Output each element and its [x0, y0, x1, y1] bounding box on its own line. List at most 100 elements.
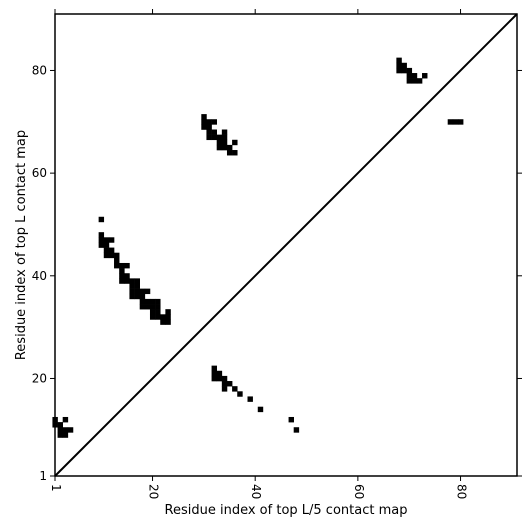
upper-contact-cell [155, 314, 161, 320]
upper-contact-cell [206, 119, 212, 125]
lower-contact-cell [57, 432, 63, 438]
upper-contact-cell [139, 293, 146, 300]
lower-contact-cell [211, 370, 217, 377]
upper-contact-cell [108, 252, 115, 259]
upper-contact-cell [206, 124, 212, 130]
upper-contact-cell [124, 262, 130, 269]
upper-contact-cell [144, 298, 151, 305]
upper-contact-cell [139, 288, 146, 295]
lower-contact-cell [226, 381, 233, 387]
upper-contact-cell [139, 304, 146, 310]
lower-contact-cell [57, 422, 63, 428]
upper-contact-cell [103, 252, 110, 259]
lower-contact-cell [257, 406, 264, 413]
y-tick-label: 40 [32, 269, 47, 283]
lower-contact-cell [221, 386, 228, 392]
upper-contact-cell [201, 119, 207, 125]
upper-contact-cell [108, 237, 115, 243]
axis-ticks: 1 20 40 60 80 1 20 40 60 80 [32, 9, 522, 499]
plot-frame [54, 13, 518, 477]
upper-contact-cell [221, 129, 228, 135]
lower-contact-cell [62, 427, 69, 433]
upper-contact-cell [216, 134, 223, 141]
lower-contact-cell [293, 427, 300, 433]
upper-contact-cell [98, 237, 105, 243]
upper-contact-cell [201, 114, 207, 120]
upper-contact-cell [98, 216, 105, 223]
upper-contact-cell [134, 283, 140, 289]
upper-contact-cell [232, 150, 238, 156]
upper-contact-cell [155, 304, 161, 310]
upper-contact-cell [396, 57, 402, 64]
y-tick-label: 20 [32, 371, 47, 385]
upper-contact-cell [401, 62, 407, 69]
lower-contact-cell [62, 416, 69, 423]
upper-contact-cell [406, 73, 413, 79]
lower-contact-cell [211, 365, 217, 372]
upper-contact-cell [211, 134, 217, 141]
x-tick-label: 80 [455, 484, 469, 499]
upper-contact-cell [129, 288, 135, 295]
diagonal-line [54, 13, 518, 477]
y-tick-label: 60 [32, 166, 47, 180]
lower-contact-cell [216, 375, 223, 382]
upper-contact-cell [114, 252, 120, 259]
upper-contact-cell [149, 314, 156, 320]
upper-contact-cell [457, 119, 464, 125]
upper-contact-cell [124, 273, 130, 279]
upper-contact-cell [134, 293, 140, 300]
contact-cells [52, 57, 464, 438]
upper-contact-cell [211, 129, 217, 135]
y-tick-label: 80 [32, 63, 47, 77]
upper-contact-cell [401, 67, 407, 74]
lower-contact-cell [237, 391, 243, 397]
upper-contact-cell [129, 278, 135, 284]
upper-contact-cell [160, 314, 166, 320]
upper-contact-cell [119, 268, 125, 274]
upper-contact-cell [155, 298, 161, 305]
upper-contact-cell [221, 134, 228, 141]
upper-contact-cell [134, 288, 140, 295]
upper-contact-cell [411, 73, 418, 79]
x-tick-label: 40 [249, 484, 263, 499]
upper-contact-cell [144, 304, 151, 310]
upper-contact-cell [144, 288, 151, 295]
upper-contact-cell [396, 62, 402, 69]
upper-contact-cell [103, 242, 110, 248]
upper-contact-cell [134, 278, 140, 284]
upper-contact-cell [206, 129, 212, 135]
upper-contact-cell [149, 309, 156, 315]
upper-contact-cell [216, 144, 223, 151]
upper-contact-cell [396, 67, 402, 74]
lower-contact-cell [67, 427, 74, 433]
upper-contact-cell [119, 273, 125, 279]
upper-contact-cell [221, 144, 228, 151]
upper-contact-cell [114, 257, 120, 264]
upper-contact-cell [98, 232, 105, 238]
upper-contact-cell [149, 298, 156, 305]
upper-contact-cell [149, 304, 156, 310]
upper-contact-cell [129, 293, 135, 300]
lower-contact-cell [62, 432, 69, 438]
x-tick-label: 60 [352, 484, 366, 499]
upper-contact-cell [447, 119, 454, 125]
upper-contact-cell [216, 139, 223, 146]
lower-contact-cell [232, 386, 238, 392]
upper-contact-cell [232, 139, 238, 146]
upper-contact-cell [406, 67, 413, 74]
upper-contact-cell [119, 278, 125, 284]
upper-contact-cell [206, 134, 212, 141]
lower-contact-cell [221, 375, 228, 382]
upper-contact-cell [452, 119, 459, 125]
upper-contact-cell [165, 314, 171, 320]
lower-contact-cell [216, 370, 223, 377]
upper-contact-cell [108, 247, 115, 253]
upper-contact-cell [221, 139, 228, 146]
upper-contact-cell [226, 150, 233, 156]
y-axis-label: Residue index of top L contact map [14, 130, 29, 360]
x-tick-label: 20 [147, 484, 161, 499]
upper-contact-cell [165, 319, 171, 325]
upper-contact-cell [416, 78, 423, 84]
upper-contact-cell [129, 283, 135, 289]
